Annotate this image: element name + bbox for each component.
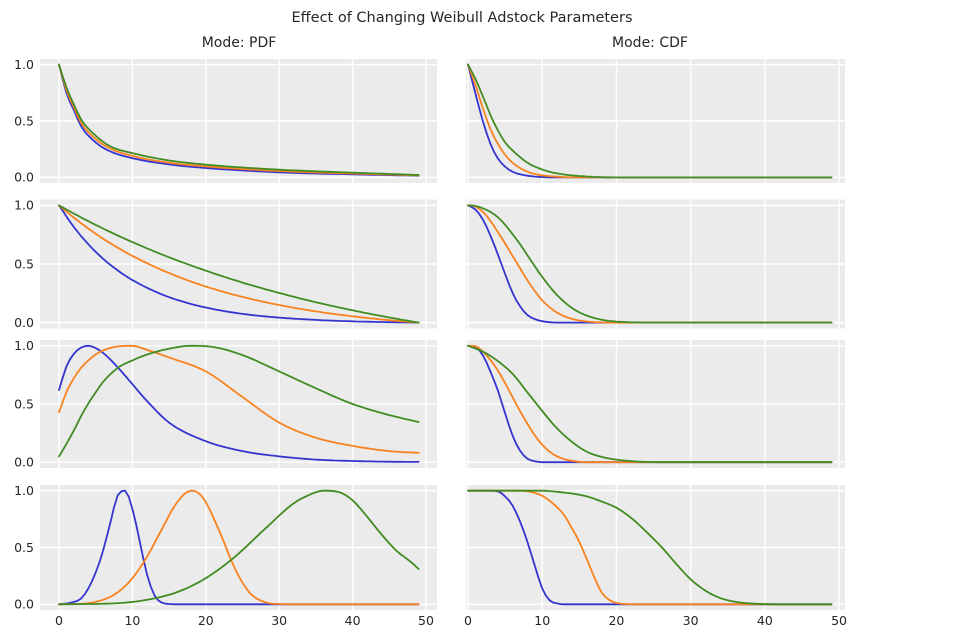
x-tick-label: 30: [683, 613, 699, 628]
y-tick-label: 1.0: [14, 483, 34, 498]
x-tick-label: 40: [757, 613, 773, 628]
x-tick-label: 0: [464, 613, 472, 628]
x-tick-label: 20: [608, 613, 624, 628]
y-tick-label: 1.0: [14, 338, 34, 353]
x-tick-label: 30: [271, 613, 287, 628]
curve-green-r4-pdf: [58, 489, 420, 606]
curve-green-r2-cdf: [467, 204, 833, 324]
subplot-title-cdf: Mode: CDF: [612, 35, 688, 51]
curve-green-r4-cdf: [467, 489, 833, 606]
y-tick-label: 0.0: [14, 170, 34, 185]
curve-green-r3-pdf: [58, 344, 420, 458]
y-tick-label: 0.5: [14, 396, 34, 411]
curve-orange-r4-pdf: [58, 489, 420, 606]
x-tick-label: 0: [55, 613, 63, 628]
curve-blue-r4-pdf: [58, 489, 420, 606]
y-tick-label: 0.5: [14, 540, 34, 555]
curve-orange-r2-pdf: [58, 204, 420, 324]
curve-green-r1-pdf: [58, 63, 420, 176]
y-tick-label: 1.0: [14, 57, 34, 72]
x-tick-label: 50: [831, 613, 847, 628]
y-tick-label: 0.0: [14, 454, 34, 469]
x-tick-label: 10: [534, 613, 550, 628]
curve-green-r3-cdf: [467, 344, 833, 464]
curve-orange-r1-pdf: [58, 63, 420, 177]
curve-green-r2-pdf: [58, 204, 420, 324]
x-tick-label: 50: [418, 613, 434, 628]
subplot-title-pdf: Mode: PDF: [201, 35, 277, 51]
y-tick-label: 0.5: [14, 113, 34, 128]
curve-blue-r3-pdf: [58, 344, 420, 463]
x-tick-label: 10: [124, 613, 140, 628]
y-tick-label: 0.0: [14, 597, 34, 612]
x-tick-label: 20: [198, 613, 214, 628]
y-tick-label: 0.5: [14, 256, 34, 271]
curve-orange-r3-pdf: [58, 344, 420, 454]
curve-green-r1-cdf: [467, 63, 833, 179]
y-tick-label: 0.0: [14, 315, 34, 330]
x-tick-label: 40: [345, 613, 361, 628]
y-tick-label: 1.0: [14, 198, 34, 213]
curve-blue-r2-pdf: [58, 204, 420, 324]
figure-title: Effect of Changing Weibull Adstock Param…: [291, 10, 633, 26]
